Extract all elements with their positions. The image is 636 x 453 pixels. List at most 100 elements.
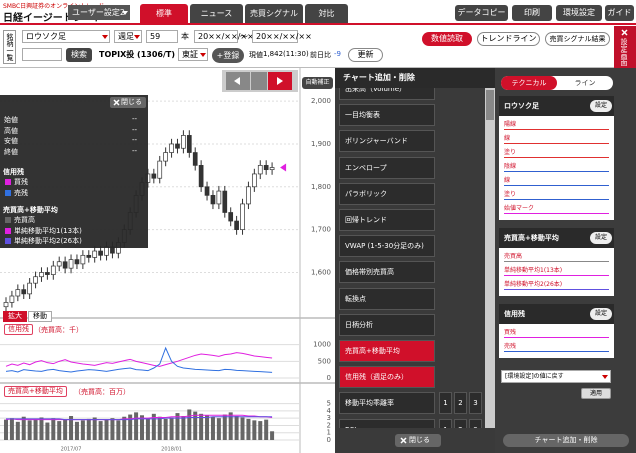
zoom-button[interactable]: 拡大 [3, 311, 27, 322]
add-remove-button[interactable]: チャート追加・削除 [503, 434, 629, 447]
volume-bar [57, 421, 62, 440]
search-button[interactable]: 検索 [66, 48, 92, 62]
volume-bar [80, 420, 85, 440]
settings-strip-label[interactable]: 設定画面 [620, 38, 628, 66]
menu-item[interactable]: ボリンジャーバンド [339, 130, 435, 153]
menu-option[interactable]: 3 [469, 418, 482, 428]
section-item-line [504, 157, 609, 158]
date-from[interactable]: 20××/××/×× [194, 30, 254, 43]
menu-scrollbar [485, 88, 495, 428]
menu-item[interactable]: 転換点 [339, 287, 435, 310]
menu-item[interactable]: パラボリック [339, 182, 435, 205]
legend-label: 単純移動平均2(26本) [14, 237, 82, 245]
legend-swatch [5, 227, 11, 234]
menu-item[interactable]: 出来高（Volume） [339, 88, 435, 100]
settings-tab[interactable]: テクニカル [501, 76, 557, 90]
menu-close[interactable]: 閉じる [395, 434, 441, 447]
candle-body [175, 143, 180, 149]
menu-item[interactable]: 日柄分析 [339, 313, 435, 336]
header-button[interactable]: 印刷 [512, 5, 552, 21]
header-tab[interactable]: 標準 [140, 4, 188, 23]
candle-body [251, 173, 257, 188]
y-tick-label: 1 [327, 429, 331, 437]
candle-body [27, 282, 33, 295]
header-button[interactable]: データコピー [455, 5, 508, 21]
volume-bar [69, 416, 74, 440]
menu-item[interactable]: RSI [339, 418, 435, 428]
menu-option[interactable]: 1 [439, 392, 452, 415]
menu-item[interactable]: 回帰トレンド [339, 209, 435, 231]
reset-select[interactable]: [環境設定]の値に戻す [501, 370, 611, 383]
user-setting[interactable]: ユーザー設定2 [68, 5, 130, 20]
side-label[interactable]: 銘柄一覧 [3, 30, 16, 64]
y-tick-label: 1,900 [311, 140, 331, 148]
volume-bar [193, 411, 198, 440]
volume-bar [4, 419, 8, 440]
header-button[interactable]: ガイド [605, 5, 634, 21]
section-item: 線 [504, 135, 511, 142]
candle-body [68, 259, 74, 269]
header-tab[interactable]: ニュース [190, 4, 243, 23]
volume-bar [110, 418, 115, 440]
nav-button[interactable] [251, 72, 267, 90]
signal-result-button[interactable]: 売買シグナル結果 [545, 32, 610, 46]
overlay-close[interactable]: 閉じる [110, 97, 146, 108]
menu-option[interactable]: 2 [454, 418, 467, 428]
date-to[interactable]: 20××/××/×× [252, 30, 312, 43]
price: 1,842(11:30) [263, 50, 309, 58]
nav-button[interactable] [226, 72, 250, 90]
volume-bar [92, 417, 97, 440]
dropdown-caret [102, 35, 108, 39]
menu-option[interactable]: 1 [439, 418, 452, 428]
register-button[interactable]: +登録 [212, 48, 244, 63]
menu-item[interactable]: VWAP (1-5-30分足のみ) [339, 235, 435, 258]
volume-bar [222, 414, 227, 440]
dropdown-caret [134, 35, 140, 39]
volume-bar [228, 412, 233, 440]
menu-item[interactable]: エンベロープ [339, 156, 435, 179]
header-tab[interactable]: 対比 [305, 4, 348, 23]
menu-item[interactable]: 売買高+移動平均 [339, 340, 435, 362]
section-button[interactable]: 設定 [590, 232, 612, 244]
section-button[interactable]: 設定 [590, 308, 612, 320]
candle-body [246, 186, 251, 205]
code-input[interactable] [22, 48, 62, 61]
period-select[interactable]: 週足 [114, 30, 142, 43]
section-body: 買残 売残 [499, 324, 614, 358]
section-item: 陰線 [504, 163, 517, 170]
header-tab[interactable]: 売買シグナル [245, 4, 303, 23]
settings-tab[interactable]: ライン [574, 79, 596, 87]
legend-label: 売買高 [14, 216, 35, 224]
read-values-button[interactable]: 数値読取 [422, 32, 472, 46]
menu-item[interactable]: 一目均衡表 [339, 104, 435, 127]
volume-bar [27, 420, 32, 440]
legend-label: 買残 [14, 178, 28, 186]
menu-item[interactable]: 価格帯別売買高 [339, 261, 435, 284]
section-item-line [504, 199, 609, 200]
candle-body [157, 160, 163, 179]
y-tick-label: 1,600 [311, 268, 331, 276]
header-rule [0, 23, 636, 25]
menu-option[interactable]: 3 [469, 392, 482, 415]
section-button[interactable]: 設定 [590, 100, 612, 112]
section-item: 塗り [504, 149, 517, 156]
auto-adjust-button[interactable]: 自動補正 [302, 77, 333, 89]
section-item-line [504, 213, 609, 214]
volume-bar [216, 418, 221, 440]
apply-button[interactable]: 適用 [581, 388, 611, 399]
nav-button[interactable] [268, 72, 292, 90]
trendline-button[interactable]: トレンドライン [477, 32, 540, 46]
header-button[interactable]: 環境設定 [556, 5, 602, 21]
market-select[interactable]: 東証 [178, 48, 208, 61]
refresh-button[interactable]: 更新 [348, 48, 383, 62]
chart-kind-select[interactable]: ロウソク足 [22, 30, 110, 43]
menu-item[interactable]: 信用残（週足のみ） [339, 366, 435, 389]
menu-item[interactable]: 移動平均乖離率 [339, 392, 435, 415]
volume-bar [33, 418, 38, 440]
section-item: 塗り [504, 191, 517, 198]
count-input[interactable]: 59 [146, 30, 178, 43]
move-button[interactable]: 移動 [28, 311, 52, 322]
add-remove-menu: チャート追加・削除 出来高（Volume） 一目均衡表 ボリンジャーバンド エンベロープ… [335, 68, 495, 453]
menu-option[interactable]: 2 [454, 392, 467, 415]
